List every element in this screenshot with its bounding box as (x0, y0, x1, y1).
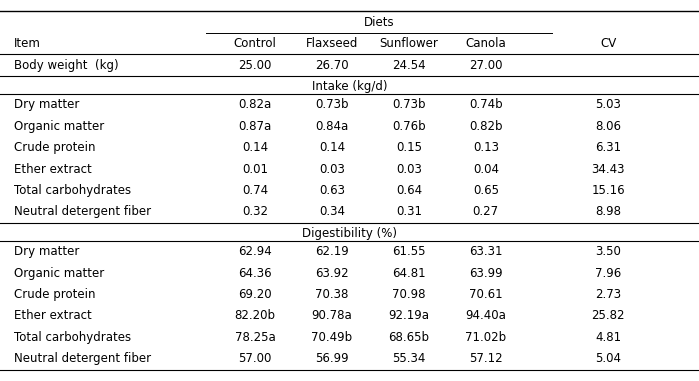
Text: 68.65b: 68.65b (389, 331, 429, 344)
Text: Total carbohydrates: Total carbohydrates (14, 331, 131, 344)
Text: 0.84a: 0.84a (315, 120, 349, 133)
Text: 90.78a: 90.78a (312, 309, 352, 322)
Text: 0.65: 0.65 (473, 184, 499, 197)
Text: 4.81: 4.81 (595, 331, 621, 344)
Text: Crude protein: Crude protein (14, 141, 96, 154)
Text: 7.96: 7.96 (595, 267, 621, 280)
Text: 0.74b: 0.74b (469, 98, 503, 111)
Text: 0.03: 0.03 (396, 163, 422, 176)
Text: 0.63: 0.63 (319, 184, 345, 197)
Text: Dry matter: Dry matter (14, 245, 80, 258)
Text: 63.92: 63.92 (315, 267, 349, 280)
Text: Canola: Canola (466, 37, 506, 50)
Text: Diets: Diets (364, 16, 394, 29)
Text: 3.50: 3.50 (595, 245, 621, 258)
Text: 62.19: 62.19 (315, 245, 349, 258)
Text: 5.04: 5.04 (595, 352, 621, 365)
Text: Intake (kg/d): Intake (kg/d) (312, 80, 387, 93)
Text: 25.00: 25.00 (238, 59, 272, 72)
Text: 70.38: 70.38 (315, 288, 349, 301)
Text: 8.98: 8.98 (595, 205, 621, 218)
Text: 0.73b: 0.73b (392, 98, 426, 111)
Text: Organic matter: Organic matter (14, 120, 104, 133)
Text: 34.43: 34.43 (591, 163, 625, 176)
Text: 0.03: 0.03 (319, 163, 345, 176)
Text: 0.34: 0.34 (319, 205, 345, 218)
Text: 0.04: 0.04 (473, 163, 499, 176)
Text: 70.61: 70.61 (469, 288, 503, 301)
Text: 55.34: 55.34 (392, 352, 426, 365)
Text: 5.03: 5.03 (595, 98, 621, 111)
Text: 24.54: 24.54 (392, 59, 426, 72)
Text: 27.00: 27.00 (469, 59, 503, 72)
Text: 0.82a: 0.82a (238, 98, 272, 111)
Text: 0.01: 0.01 (242, 163, 268, 176)
Text: Digestibility (%): Digestibility (%) (302, 227, 397, 240)
Text: 63.31: 63.31 (469, 245, 503, 258)
Text: 15.16: 15.16 (591, 184, 625, 197)
Text: 6.31: 6.31 (595, 141, 621, 154)
Text: 2.73: 2.73 (595, 288, 621, 301)
Text: 0.64: 0.64 (396, 184, 422, 197)
Text: 64.81: 64.81 (392, 267, 426, 280)
Text: 57.00: 57.00 (238, 352, 272, 365)
Text: Flaxseed: Flaxseed (306, 37, 358, 50)
Text: 94.40a: 94.40a (466, 309, 506, 322)
Text: 61.55: 61.55 (392, 245, 426, 258)
Text: 57.12: 57.12 (469, 352, 503, 365)
Text: Neutral detergent fiber: Neutral detergent fiber (14, 205, 151, 218)
Text: 69.20: 69.20 (238, 288, 272, 301)
Text: Total carbohydrates: Total carbohydrates (14, 184, 131, 197)
Text: 0.82b: 0.82b (469, 120, 503, 133)
Text: Control: Control (233, 37, 277, 50)
Text: Neutral detergent fiber: Neutral detergent fiber (14, 352, 151, 365)
Text: 0.13: 0.13 (473, 141, 499, 154)
Text: CV: CV (600, 37, 617, 50)
Text: Item: Item (14, 37, 41, 50)
Text: 70.49b: 70.49b (312, 331, 352, 344)
Text: 0.73b: 0.73b (315, 98, 349, 111)
Text: 64.36: 64.36 (238, 267, 272, 280)
Text: Crude protein: Crude protein (14, 288, 96, 301)
Text: 62.94: 62.94 (238, 245, 272, 258)
Text: 56.99: 56.99 (315, 352, 349, 365)
Text: 0.27: 0.27 (473, 205, 499, 218)
Text: 92.19a: 92.19a (389, 309, 429, 322)
Text: 0.76b: 0.76b (392, 120, 426, 133)
Text: 82.20b: 82.20b (235, 309, 275, 322)
Text: 0.15: 0.15 (396, 141, 422, 154)
Text: 0.32: 0.32 (242, 205, 268, 218)
Text: 8.06: 8.06 (595, 120, 621, 133)
Text: 71.02b: 71.02b (466, 331, 506, 344)
Text: 0.14: 0.14 (242, 141, 268, 154)
Text: Body weight  (kg): Body weight (kg) (14, 59, 119, 72)
Text: Ether extract: Ether extract (14, 163, 92, 176)
Text: 0.74: 0.74 (242, 184, 268, 197)
Text: Sunflower: Sunflower (380, 37, 438, 50)
Text: 78.25a: 78.25a (235, 331, 275, 344)
Text: 26.70: 26.70 (315, 59, 349, 72)
Text: Organic matter: Organic matter (14, 267, 104, 280)
Text: 0.87a: 0.87a (238, 120, 272, 133)
Text: 70.98: 70.98 (392, 288, 426, 301)
Text: Dry matter: Dry matter (14, 98, 80, 111)
Text: Ether extract: Ether extract (14, 309, 92, 322)
Text: 25.82: 25.82 (591, 309, 625, 322)
Text: 0.14: 0.14 (319, 141, 345, 154)
Text: 0.31: 0.31 (396, 205, 422, 218)
Text: 63.99: 63.99 (469, 267, 503, 280)
